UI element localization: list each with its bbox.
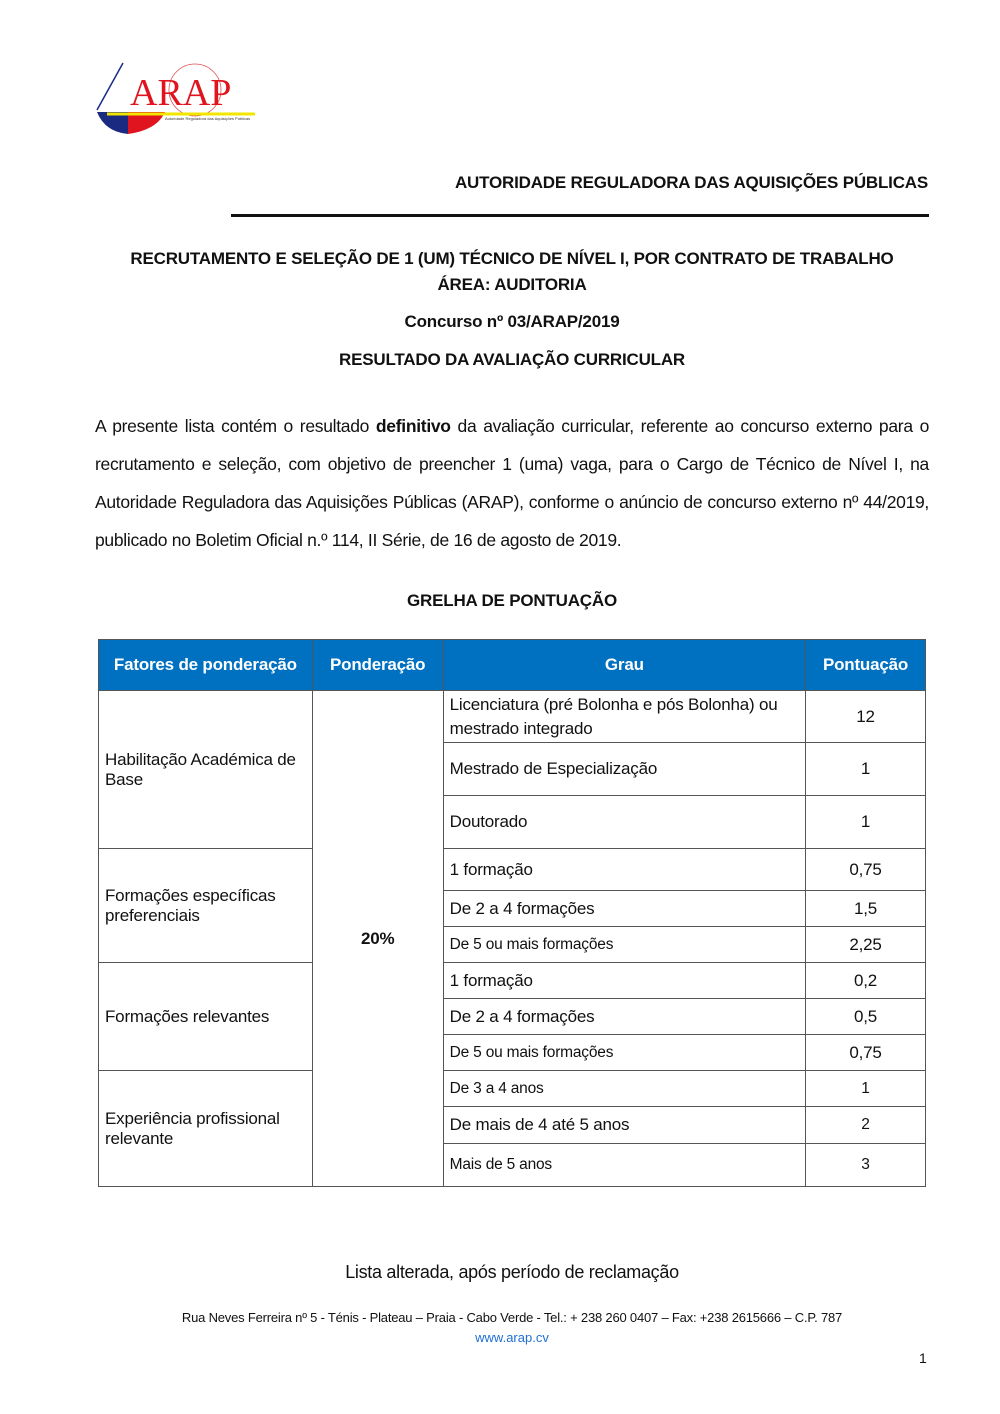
points-cell: 2 bbox=[805, 1106, 926, 1144]
table-header: Fatores de ponderação Ponderação Grau Po… bbox=[98, 639, 926, 691]
points-cell: 1,5 bbox=[805, 890, 926, 927]
factor-cell: Experiência profissional relevante bbox=[98, 1070, 313, 1187]
grau-cell: De 3 a 4 anos bbox=[442, 1070, 807, 1107]
grau-cell: Mestrado de Especialização bbox=[442, 742, 807, 796]
col-header: Pontuação bbox=[805, 639, 926, 691]
grau-cell: De 5 ou mais formações bbox=[442, 1034, 807, 1071]
points-cell: 0,2 bbox=[805, 962, 926, 999]
points-cell: 1 bbox=[805, 795, 926, 849]
svg-text:Autoridade Reguladora das Aqui: Autoridade Reguladora das Aquisições Púb… bbox=[165, 116, 250, 121]
grau-cell: Mais de 5 anos bbox=[442, 1143, 807, 1187]
table-row: Mestrado de Especialização 1 bbox=[99, 742, 926, 796]
table-row: Formações específicas preferenciais 1 fo… bbox=[98, 848, 926, 963]
grau-cell: De 5 ou mais formações bbox=[442, 926, 807, 963]
weight-cell: 20% bbox=[311, 690, 444, 1187]
col-header: Grau bbox=[442, 639, 807, 691]
emphasis: definitivo bbox=[375, 416, 451, 436]
table-row: De 2 a 4 formações 0,5 bbox=[99, 998, 926, 1035]
points-cell: 0,75 bbox=[805, 848, 926, 891]
amendment-note: Lista alterada, após período de reclamaç… bbox=[345, 1262, 679, 1282]
grau-cell: 1 formação bbox=[442, 962, 807, 999]
points-cell: 2,25 bbox=[805, 926, 926, 963]
result-title: RESULTADO DA AVALIAÇÃO CURRICULAR bbox=[339, 350, 685, 369]
col-header: Fatores de ponderação bbox=[98, 639, 313, 691]
title-line1: RECRUTAMENTO E SELEÇÃO DE 1 (UM) TÉCNICO… bbox=[130, 249, 894, 268]
points-cell: 12 bbox=[805, 690, 926, 743]
organization-name: AUTORIDADE REGULADORA DAS AQUISIÇÕES PÚB… bbox=[454, 173, 928, 192]
grau-cell: Doutorado bbox=[442, 795, 807, 849]
points-cell: 3 bbox=[805, 1143, 926, 1187]
intro-paragraph: A presente lista contém o resultado defi… bbox=[95, 407, 929, 559]
footer-address: Rua Neves Ferreira nº 5 - Ténis - Platea… bbox=[181, 1310, 843, 1325]
text: da avaliação curricular, referente ao co… bbox=[95, 416, 930, 550]
table-row: Experiência profissional relevante De 3 … bbox=[98, 1070, 926, 1187]
contest-number: Concurso nº 03/ARAP/2019 bbox=[404, 312, 620, 331]
header-divider bbox=[231, 214, 929, 217]
arap-logo: ARAP Autoridade Reguladora das Aquisiçõe… bbox=[96, 62, 255, 134]
points-cell: 0,75 bbox=[805, 1034, 926, 1071]
text: A presente lista contém o resultado bbox=[95, 416, 376, 436]
title-line2: ÁREA: AUDITORIA bbox=[437, 275, 587, 294]
score-table: Fatores de ponderação Ponderação Grau Po… bbox=[98, 639, 926, 1187]
svg-text:ARAP: ARAP bbox=[130, 72, 231, 114]
points-cell: 1 bbox=[805, 742, 926, 796]
grid-title: GRELHA DE PONTUAÇÃO bbox=[407, 591, 617, 610]
grau-cell: De 2 a 4 formações bbox=[442, 890, 807, 927]
grau-cell: De 2 a 4 formações bbox=[442, 998, 807, 1035]
factor-cell: Formações específicas preferenciais bbox=[98, 848, 313, 963]
footer-website-link[interactable]: www.arap.cv bbox=[475, 1330, 549, 1345]
page-number: 1 bbox=[919, 1350, 927, 1366]
table-row: Formações relevantes 1 formação 0,2 bbox=[98, 962, 926, 1071]
grau-cell: 1 formação bbox=[442, 848, 807, 891]
points-cell: 0,5 bbox=[805, 998, 926, 1035]
factor-cell: Formações relevantes bbox=[98, 962, 313, 1071]
points-cell: 1 bbox=[805, 1070, 926, 1107]
factor-cell: Habilitação Académica de Base bbox=[98, 690, 313, 849]
table-row: De 5 ou mais formações 0,75 bbox=[99, 1034, 926, 1071]
table-row: Habilitação Académica de Base 20% Licenc… bbox=[98, 690, 926, 1187]
grau-cell: Licenciatura (pré Bolonha e pós Bolonha)… bbox=[442, 690, 807, 743]
table-row: De 5 ou mais formações 2,25 bbox=[99, 926, 926, 963]
grau-cell: De mais de 4 até 5 anos bbox=[442, 1106, 807, 1144]
col-header: Ponderação bbox=[311, 639, 444, 691]
table-row: Mais de 5 anos 3 bbox=[99, 1143, 926, 1187]
